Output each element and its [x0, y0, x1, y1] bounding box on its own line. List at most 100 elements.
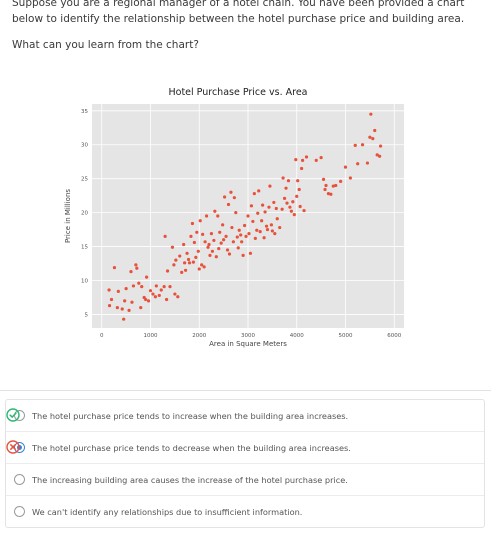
data-point — [257, 189, 261, 193]
data-point — [373, 128, 377, 133]
option-label: The hotel purchase price tends to decrea… — [32, 442, 351, 453]
data-point — [140, 284, 144, 289]
data-point — [297, 187, 301, 192]
data-point — [190, 221, 195, 226]
data-point — [139, 306, 143, 310]
option-label: We can't identify any relationships due … — [32, 506, 303, 517]
data-point — [107, 288, 111, 292]
chart-svg: 0 1000 2000 3000 4000 5000 6000 5 10 15 20 25 30 35 Ar… — [64, 104, 404, 348]
data-point — [275, 217, 279, 221]
data-point — [202, 265, 206, 269]
data-point — [286, 179, 291, 183]
data-point — [265, 227, 270, 232]
data-point — [159, 288, 163, 292]
data-point — [258, 230, 262, 234]
y-tick-label: 25 — [81, 177, 88, 183]
data-point — [212, 238, 216, 243]
data-point — [180, 270, 184, 274]
data-point — [183, 261, 187, 265]
data-point — [127, 308, 131, 312]
data-point — [144, 297, 148, 302]
option-causation[interactable]: The increasing building area causes the … — [6, 464, 484, 496]
data-point — [122, 317, 126, 321]
data-point — [339, 179, 343, 183]
data-point — [219, 241, 223, 245]
data-point — [208, 253, 212, 257]
data-point — [353, 143, 357, 148]
data-point — [249, 204, 254, 208]
data-point — [288, 205, 292, 209]
data-point — [240, 240, 244, 244]
data-point — [269, 223, 273, 227]
data-point — [207, 242, 211, 247]
data-point — [334, 183, 338, 188]
data-point — [273, 232, 277, 236]
data-point — [176, 295, 180, 299]
data-point — [197, 267, 201, 271]
data-point — [375, 153, 379, 157]
y-tick-label: 10 — [81, 278, 88, 284]
data-point — [230, 225, 234, 230]
data-point — [209, 232, 214, 236]
data-point — [173, 292, 177, 296]
data-point — [203, 240, 207, 244]
chart-title: Hotel Purchase Price vs. Area — [168, 87, 308, 98]
data-point — [184, 268, 188, 272]
data-point — [186, 257, 191, 262]
x-circle-icon — [6, 440, 20, 454]
data-point — [178, 254, 182, 258]
option-insufficient[interactable]: We can't identify any relationships due … — [6, 496, 484, 527]
data-point — [331, 184, 335, 188]
data-point — [255, 228, 259, 232]
x-tick-label: 2000 — [192, 333, 206, 339]
data-point — [170, 245, 175, 249]
data-point — [232, 196, 236, 200]
data-point — [356, 162, 360, 166]
data-point — [236, 246, 240, 250]
data-point — [272, 200, 276, 205]
x-axis-label: Area in Square Meters — [209, 340, 287, 348]
data-point — [191, 260, 195, 264]
option-decrease[interactable]: The hotel purchase price tends to decrea… — [6, 432, 484, 464]
data-point — [248, 251, 253, 255]
x-tick-label: 5000 — [339, 333, 353, 339]
option-label: The hotel purchase price tends to increa… — [32, 410, 349, 421]
data-point — [145, 275, 149, 279]
data-point — [261, 203, 265, 207]
data-point — [263, 210, 267, 214]
data-point — [280, 207, 284, 211]
data-point — [223, 195, 227, 199]
data-point — [174, 258, 178, 262]
data-point — [137, 281, 141, 285]
data-point — [292, 213, 296, 217]
y-tick-label: 30 — [81, 143, 88, 149]
data-point — [289, 209, 293, 213]
data-point — [234, 211, 238, 215]
data-point — [260, 219, 264, 223]
data-point — [282, 196, 287, 200]
data-point — [379, 144, 383, 148]
option-increase[interactable]: The hotel purchase price tends to increa… — [6, 400, 484, 432]
data-point — [369, 112, 373, 116]
data-point — [231, 240, 235, 244]
data-point — [368, 135, 372, 139]
data-point — [321, 177, 326, 181]
radio-button[interactable] — [14, 474, 25, 485]
y-tick-label: 5 — [85, 312, 89, 318]
data-point — [162, 284, 166, 289]
radio-button[interactable] — [14, 506, 25, 517]
data-point — [302, 208, 306, 213]
x-tick-label: 4000 — [290, 333, 304, 339]
data-point — [214, 255, 218, 259]
data-point — [226, 202, 231, 207]
data-point — [237, 228, 241, 232]
data-point — [185, 251, 189, 255]
data-point — [278, 225, 282, 230]
data-point — [323, 187, 327, 192]
data-point — [319, 156, 323, 160]
x-tick-label: 3000 — [241, 333, 255, 339]
data-point — [210, 249, 215, 253]
data-point — [270, 229, 274, 233]
data-point — [365, 161, 370, 165]
data-point — [221, 223, 225, 227]
